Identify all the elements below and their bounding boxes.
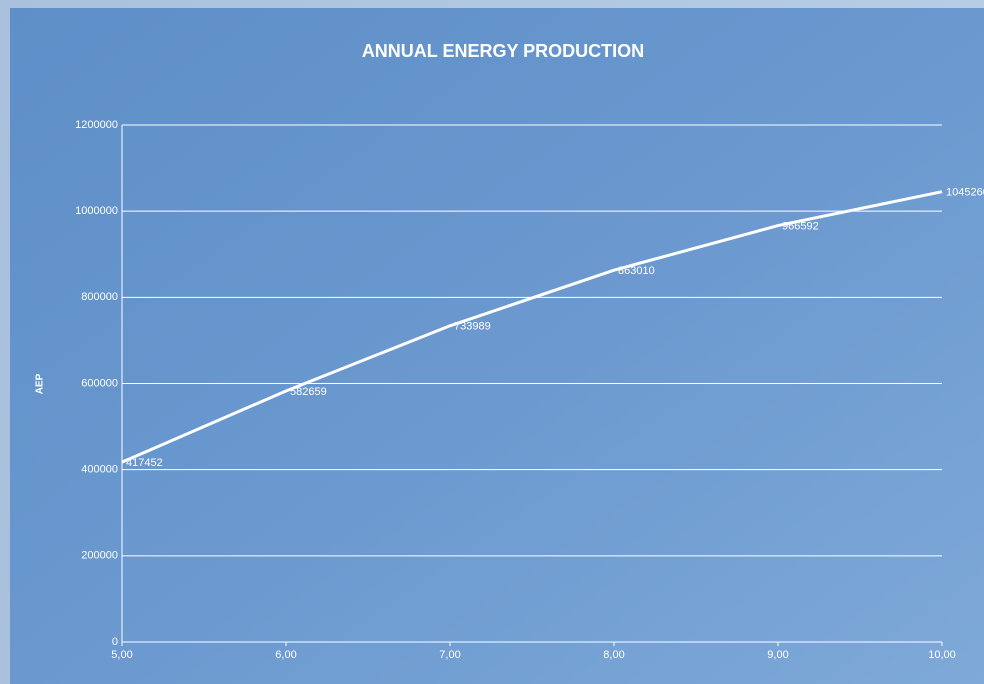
y-tick-label: 1000000 (75, 205, 118, 217)
x-tick-label: 8,00 (603, 649, 624, 661)
x-tick-label: 10,00 (928, 649, 956, 661)
data-label: 863010 (618, 265, 655, 277)
data-label: 966592 (782, 220, 819, 232)
y-axis-label: AEP (35, 373, 46, 394)
chart-title: ANNUAL ENERGY PRODUCTION (362, 41, 644, 61)
x-tick-label: 7,00 (439, 649, 460, 661)
x-tick-label: 6,00 (275, 649, 296, 661)
y-tick-label: 600000 (81, 377, 118, 389)
line (121, 190, 943, 464)
data-label: 733989 (454, 321, 491, 333)
chart-area (10, 8, 984, 684)
y-tick-label: 800000 (81, 291, 118, 303)
y-tick-label: 400000 (81, 464, 118, 476)
x-tick-label: 9,00 (767, 649, 788, 661)
data-label: 417452 (126, 457, 163, 469)
data-label: 582659 (290, 386, 327, 398)
y-tick-label: 200000 (81, 550, 118, 562)
data-label: 1045260 (946, 187, 984, 199)
y-tick-label: 1200000 (75, 119, 118, 131)
y-tick-label: 0 (112, 636, 118, 648)
x-tick-label: 5,00 (111, 649, 132, 661)
